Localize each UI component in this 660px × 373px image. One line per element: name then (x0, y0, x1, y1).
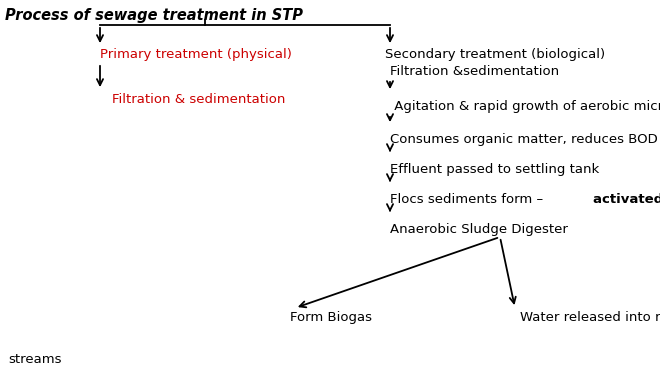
Text: Agitation & rapid growth of aerobic microbes (flocs): Agitation & rapid growth of aerobic micr… (390, 100, 660, 113)
Text: streams: streams (8, 353, 61, 366)
Text: Filtration & sedimentation: Filtration & sedimentation (112, 93, 285, 106)
Text: Anaerobic Sludge Digester: Anaerobic Sludge Digester (390, 223, 568, 236)
Text: activated sludge: activated sludge (593, 193, 660, 206)
Text: Effluent passed to settling tank: Effluent passed to settling tank (390, 163, 599, 176)
Text: Water released into rivers and: Water released into rivers and (520, 311, 660, 324)
Text: Primary treatment (physical): Primary treatment (physical) (100, 48, 292, 61)
Text: Flocs sediments form –: Flocs sediments form – (390, 193, 547, 206)
Text: Secondary treatment (biological): Secondary treatment (biological) (385, 48, 605, 61)
Text: Process of sewage treatment in STP: Process of sewage treatment in STP (5, 8, 303, 23)
Text: Consumes organic matter, reduces BOD: Consumes organic matter, reduces BOD (390, 133, 658, 146)
Text: Form Biogas: Form Biogas (290, 311, 372, 324)
Text: Filtration &sedimentation: Filtration &sedimentation (390, 65, 559, 78)
